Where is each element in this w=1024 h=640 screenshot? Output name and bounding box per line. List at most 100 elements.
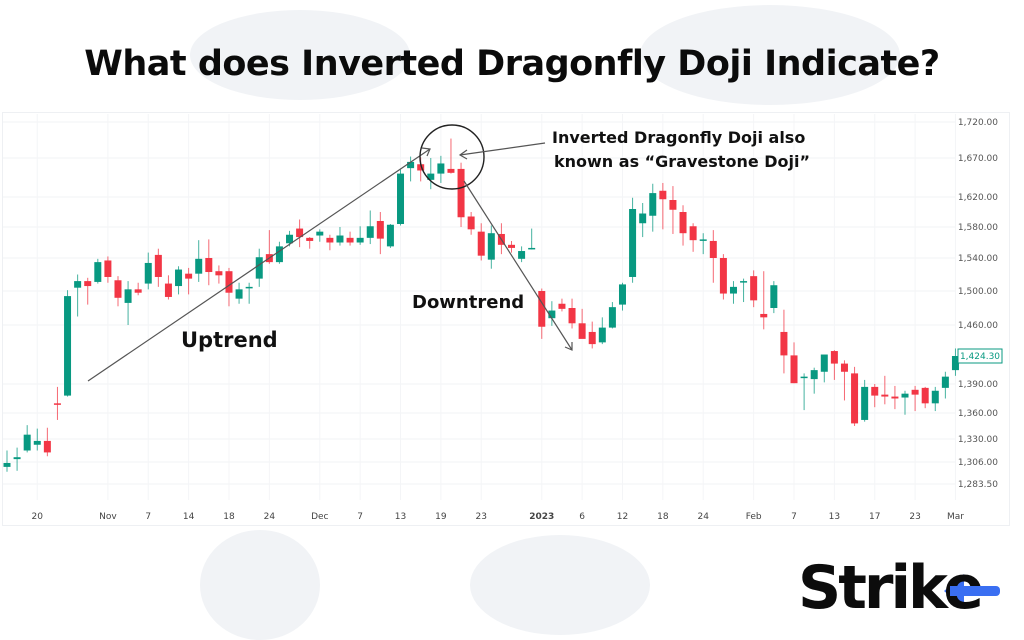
candle [306, 237, 314, 249]
candle-body [427, 173, 435, 180]
candle-body [568, 308, 576, 324]
y-tick-label: 1,283.50 [958, 480, 998, 490]
candle [164, 275, 172, 300]
candle-body [326, 237, 334, 243]
candle [33, 428, 41, 451]
candle [699, 233, 707, 255]
y-tick-label: 1,306.00 [958, 458, 998, 468]
candle [790, 342, 798, 384]
x-tick-label: Nov [99, 512, 117, 522]
candle [64, 290, 72, 397]
candle-body [941, 376, 949, 388]
x-tick-label: 12 [617, 512, 628, 522]
x-tick-label: 13 [395, 512, 406, 522]
world-map-shape [640, 5, 900, 105]
world-map-shape [200, 530, 320, 640]
candle [114, 276, 122, 307]
candle [53, 386, 61, 420]
candle [94, 258, 102, 284]
candle [386, 224, 394, 248]
candle-body [780, 331, 788, 356]
y-tick-label: 1,360.00 [958, 409, 998, 419]
doji-annotation: Inverted Dragonfly Doji also known as “G… [552, 126, 810, 174]
candle [740, 278, 748, 303]
x-tick-label: 20 [32, 512, 44, 522]
candle-body [881, 394, 889, 397]
candle-body [376, 221, 384, 239]
candle [326, 234, 334, 251]
candle [487, 225, 495, 269]
candle-body [467, 216, 475, 230]
candle [861, 379, 869, 422]
candle-body [195, 258, 203, 274]
candle-body [114, 280, 122, 298]
candle [780, 309, 788, 374]
candle-body [800, 376, 808, 379]
candle-body [729, 286, 737, 294]
candle-body [709, 240, 717, 258]
candle [679, 205, 687, 246]
doji-pointer-arrowhead-icon [458, 149, 468, 160]
candle-body [578, 323, 586, 339]
candle-body [719, 258, 727, 294]
candle-body [699, 239, 707, 241]
candle [941, 371, 949, 399]
candle [639, 203, 647, 238]
candle [578, 308, 586, 339]
candle [840, 360, 848, 401]
candle [830, 350, 838, 380]
candle [43, 427, 51, 457]
candle [3, 450, 11, 472]
candle [931, 386, 939, 412]
candle-body [639, 213, 647, 224]
candle-body [487, 233, 495, 260]
candle [568, 298, 576, 329]
x-tick-label: 24 [697, 512, 709, 522]
candle [245, 282, 253, 304]
candle [13, 447, 21, 471]
candle-body [861, 386, 869, 420]
candle [588, 321, 596, 349]
candle [618, 282, 626, 311]
candle [891, 385, 899, 410]
doji-pointer-line [459, 142, 546, 156]
y-tick-label: 1,670.00 [958, 154, 998, 164]
candle-body [205, 258, 213, 273]
candle-body [851, 373, 859, 424]
x-tick-label: 18 [657, 512, 669, 522]
logo-arrow-bar [950, 586, 1000, 596]
candle [800, 373, 808, 411]
candle [467, 212, 475, 235]
candle [195, 240, 203, 282]
candle [356, 226, 364, 245]
uptrend-arrowhead-icon [421, 147, 431, 157]
x-tick-label: 6 [579, 512, 585, 522]
x-tick-label: 17 [869, 512, 880, 522]
candle-body [528, 247, 536, 250]
candle-body [548, 310, 556, 319]
candle-body [770, 285, 778, 308]
candle-body [275, 246, 283, 263]
candle [447, 138, 455, 174]
candle-body [164, 283, 172, 297]
candle [23, 425, 31, 453]
world-map-shape [190, 10, 410, 100]
candle-body [871, 386, 879, 396]
candle-body [386, 224, 394, 247]
candle-body [255, 257, 263, 279]
candle [608, 302, 616, 329]
candle [851, 366, 859, 426]
y-tick-label: 1,390.00 [958, 380, 998, 390]
candle-body [810, 370, 818, 380]
candle-body [477, 231, 485, 256]
candle-body [437, 163, 445, 174]
candle [548, 301, 556, 326]
candle [528, 228, 536, 250]
x-tick-label: 23 [909, 512, 920, 522]
candle [376, 212, 384, 255]
candle [316, 229, 324, 242]
y-tick-label: 1,580.00 [958, 223, 998, 233]
y-axis: 1,720.00 1,670.00 1,620.00 1,580.00 1,540.00… [957, 118, 1003, 490]
candle-body [790, 355, 798, 384]
x-tick-label: 23 [476, 512, 487, 522]
